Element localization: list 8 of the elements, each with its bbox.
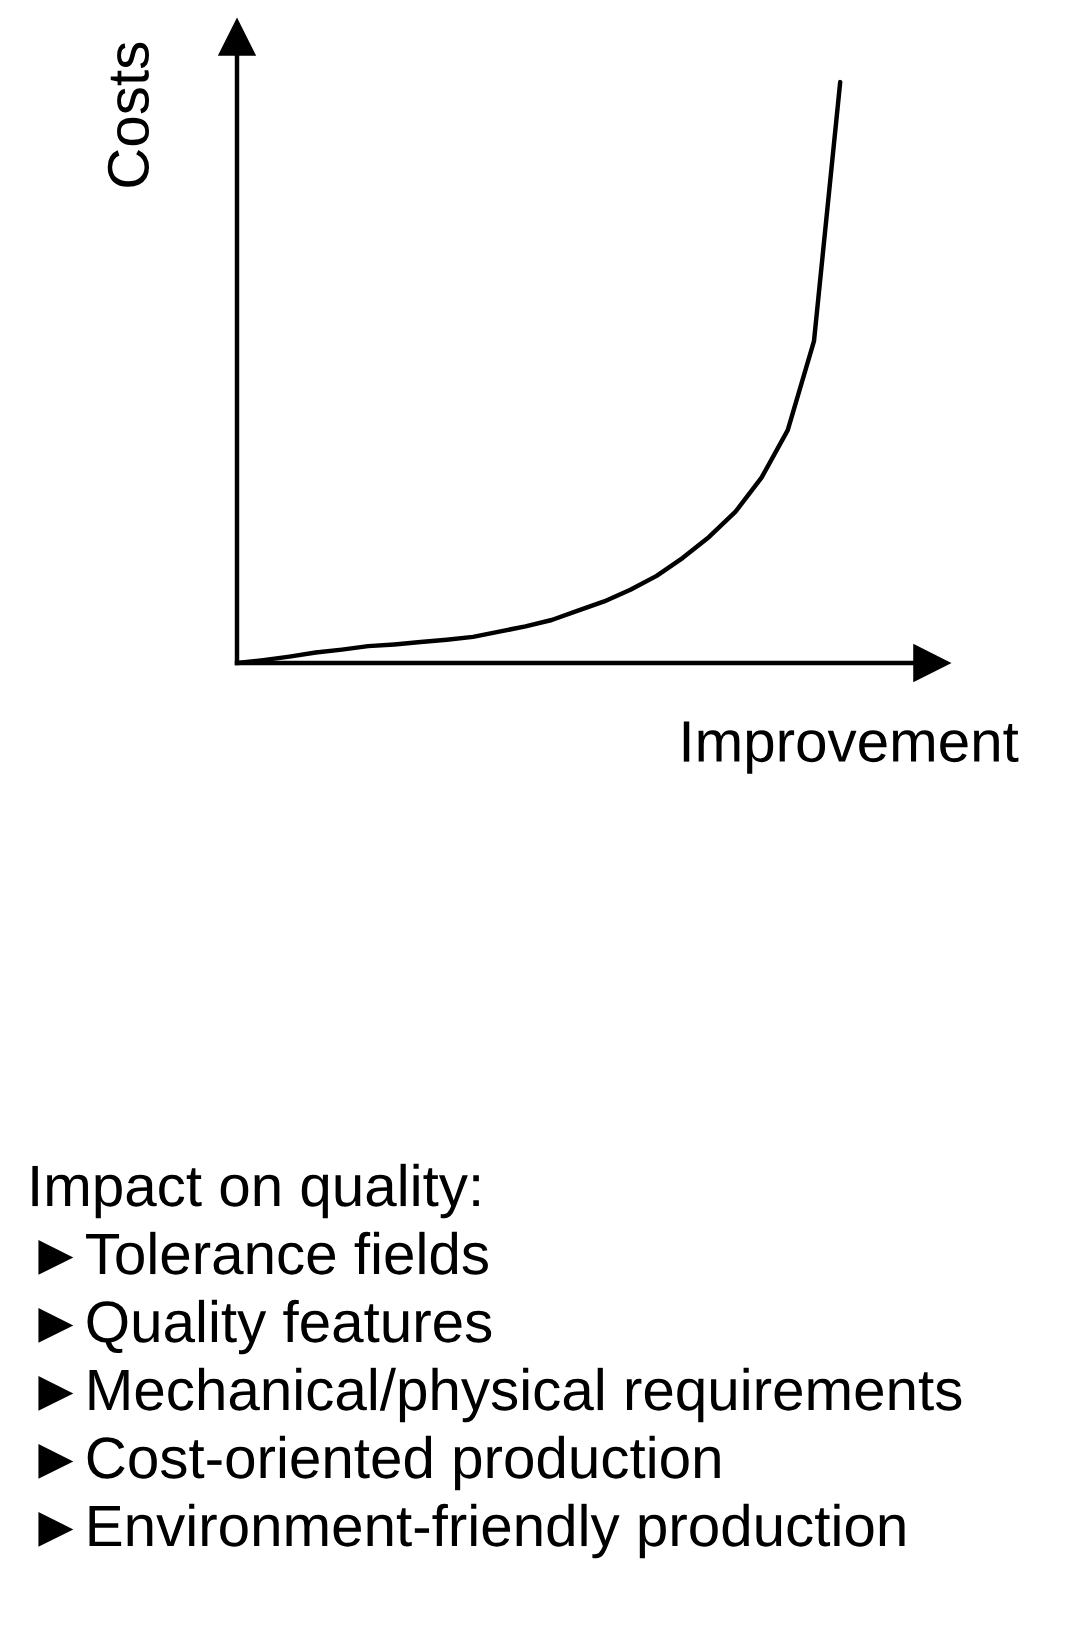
text: ►Tolerance fields: [38, 1231, 488, 1275]
text: ►Environment-friendly production: [38, 1503, 905, 1559]
text: Impact on quality:: [32, 1163, 479, 1219]
text: ►Quality features: [38, 1299, 492, 1355]
text: ►Cost-oriented production: [38, 1435, 720, 1491]
text: ►Mechanical/physical requirements: [38, 1367, 962, 1423]
y-axis-title: Costs: [107, 42, 150, 187]
x-axis-title: Improvement: [683, 721, 1019, 774]
